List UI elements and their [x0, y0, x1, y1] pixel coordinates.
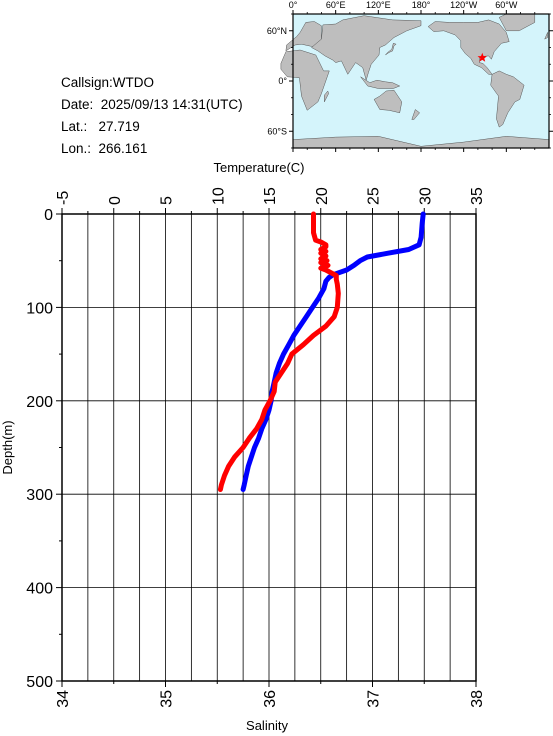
- temperature-axis-label: Temperature(C): [213, 160, 304, 175]
- map-lon-label: 60°E: [326, 0, 346, 10]
- land-mass: [427, 19, 510, 75]
- lat-text: Lat.: 27.719: [61, 119, 140, 134]
- map-lon-label: 120°E: [366, 0, 391, 10]
- salinity-tick-label: 37: [366, 690, 383, 708]
- depth-tick-label: 100: [26, 300, 53, 317]
- map-lat-label: 60°S: [267, 126, 287, 136]
- temperature-tick-label: -5: [55, 191, 72, 205]
- land-mass: [411, 109, 420, 120]
- date-text: Date: 2025/09/13 14:31(UTC): [61, 97, 243, 112]
- depth-tick-label: 200: [26, 394, 53, 411]
- temperature-tick-label: 25: [366, 187, 383, 205]
- salinity-tick-label: 36: [262, 690, 279, 708]
- land-mass: [373, 89, 403, 114]
- map-lat-label: 0°: [278, 76, 287, 86]
- land-mass: [311, 15, 422, 82]
- map-lon-label: 120°W: [450, 0, 478, 10]
- callsign-text: Callsign:WTDO: [61, 75, 155, 90]
- land-mass: [324, 90, 329, 103]
- land-mass: [360, 76, 401, 89]
- depth-tick-label: 0: [44, 207, 53, 224]
- salinity-tick-label: 35: [159, 690, 176, 708]
- temperature-tick-label: 5: [159, 196, 176, 205]
- depth-axis-label: Depth(m): [0, 420, 15, 474]
- map-lon-label: 60°W: [495, 0, 518, 10]
- map-lat-label: 60°N: [267, 26, 287, 36]
- salinity-profile-line: [217, 211, 341, 492]
- land-mass: [285, 21, 322, 52]
- depth-tick-label: 500: [26, 674, 53, 691]
- temperature-tick-label: 15: [262, 187, 279, 205]
- temperature-profile-line: [240, 211, 426, 492]
- salinity-tick-label: 38: [469, 690, 486, 708]
- temperature-tick-label: 10: [210, 187, 227, 205]
- salinity-axis-label: Salinity: [246, 718, 288, 733]
- map-lon-label: 0°: [289, 0, 298, 10]
- land-mass: [385, 42, 397, 56]
- land-mass: [544, 32, 548, 40]
- salinity-tick-label: 34: [55, 690, 72, 708]
- lon-text: Lon.: 266.161: [61, 141, 148, 156]
- station-marker: [477, 52, 487, 62]
- station-info: Callsign:WTDO Date: 2025/09/13 14:31(UTC…: [61, 72, 243, 160]
- map-lon-label: 180°: [412, 0, 431, 10]
- depth-tick-label: 300: [26, 487, 53, 504]
- temperature-tick-label: 20: [314, 187, 331, 205]
- depth-tick-label: 400: [26, 581, 53, 598]
- land-mass: [490, 70, 525, 128]
- temperature-tick-label: 0: [107, 196, 124, 205]
- temperature-tick-label: 35: [469, 187, 486, 205]
- temperature-tick-label: 30: [417, 187, 434, 205]
